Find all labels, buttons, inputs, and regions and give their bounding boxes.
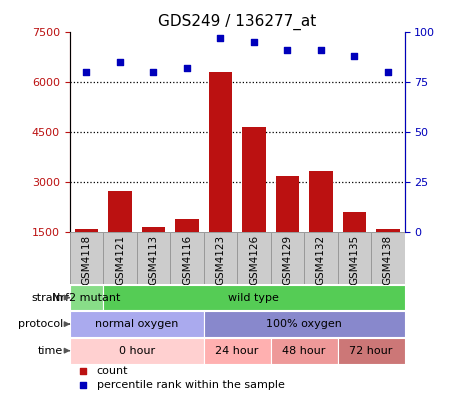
Bar	[237, 232, 271, 284]
Text: GSM4129: GSM4129	[282, 235, 292, 285]
Bar	[70, 338, 204, 364]
Text: GSM4118: GSM4118	[81, 235, 92, 285]
Bar	[338, 232, 371, 284]
Bar	[70, 232, 103, 284]
Text: GSM4135: GSM4135	[349, 235, 359, 285]
Text: 24 hour: 24 hour	[215, 346, 259, 356]
Bar	[204, 338, 271, 364]
Bar	[309, 171, 332, 283]
Text: strain: strain	[31, 293, 63, 303]
Bar	[242, 127, 266, 283]
Bar	[371, 232, 405, 284]
Point	[80, 382, 87, 388]
Point	[83, 69, 90, 75]
Bar	[209, 72, 232, 283]
Text: GSM4138: GSM4138	[383, 235, 393, 285]
Bar	[276, 175, 299, 283]
Bar	[170, 232, 204, 284]
Point	[150, 69, 157, 75]
Text: normal oxygen: normal oxygen	[95, 319, 179, 329]
Point	[116, 59, 124, 65]
Point	[250, 38, 258, 45]
Bar	[175, 219, 199, 283]
Point	[217, 34, 224, 41]
Text: count: count	[97, 366, 128, 376]
Text: time: time	[38, 346, 63, 356]
Text: wild type: wild type	[228, 293, 279, 303]
Text: protocol: protocol	[18, 319, 63, 329]
Point	[317, 47, 325, 53]
Text: GSM4121: GSM4121	[115, 235, 125, 285]
Bar	[75, 229, 98, 283]
Point	[183, 65, 191, 71]
Bar	[271, 338, 338, 364]
Bar	[70, 285, 103, 310]
Text: 48 hour: 48 hour	[282, 346, 326, 356]
Text: 72 hour: 72 hour	[349, 346, 393, 356]
Text: GSM4123: GSM4123	[215, 235, 226, 285]
Bar	[304, 232, 338, 284]
Title: GDS249 / 136277_at: GDS249 / 136277_at	[158, 14, 316, 30]
Point	[284, 47, 291, 53]
Point	[80, 368, 87, 375]
Bar	[338, 338, 405, 364]
Bar	[204, 232, 237, 284]
Text: GSM4132: GSM4132	[316, 235, 326, 285]
Text: Nrf2 mutant: Nrf2 mutant	[52, 293, 121, 303]
Point	[384, 69, 392, 75]
Bar	[70, 311, 204, 337]
Bar	[142, 227, 165, 283]
Text: GSM4116: GSM4116	[182, 235, 192, 285]
Bar	[103, 232, 137, 284]
Text: 0 hour: 0 hour	[119, 346, 155, 356]
Bar	[204, 311, 405, 337]
Bar	[108, 190, 132, 283]
Bar	[343, 212, 366, 283]
Text: 100% oxygen: 100% oxygen	[266, 319, 342, 329]
Text: GSM4113: GSM4113	[148, 235, 159, 285]
Point	[351, 53, 358, 59]
Text: percentile rank within the sample: percentile rank within the sample	[97, 380, 285, 390]
Bar	[376, 229, 399, 283]
Bar	[271, 232, 304, 284]
Text: GSM4126: GSM4126	[249, 235, 259, 285]
Bar	[137, 232, 170, 284]
